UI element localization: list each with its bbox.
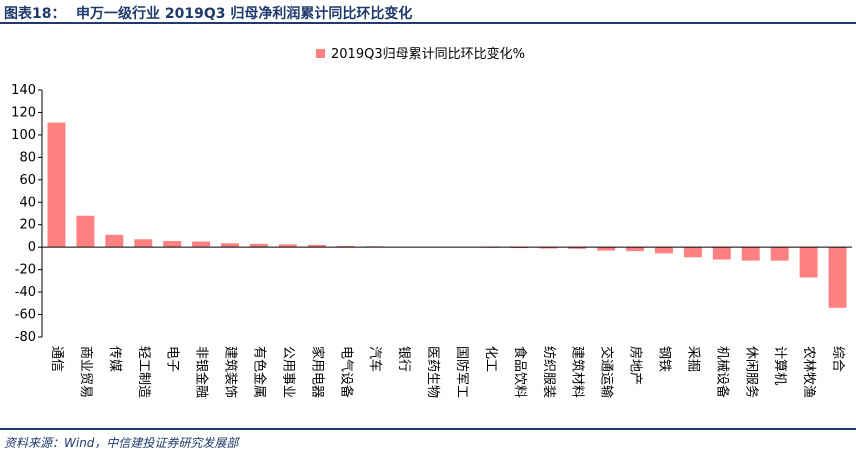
bar-2 — [76, 215, 95, 248]
x-tick-label: 轻工制造 — [136, 346, 151, 398]
bar-28 — [828, 247, 847, 308]
x-tick-label: 建筑材料 — [570, 346, 586, 398]
bar-18 — [539, 247, 558, 249]
y-tick-label: -20 — [15, 263, 36, 278]
bar-9 — [278, 244, 297, 248]
y-tick-label: 60 — [19, 173, 36, 188]
bars — [42, 122, 852, 308]
bar-25 — [741, 247, 760, 261]
y-tick-label: 120 — [11, 105, 36, 120]
y-tick-label: 0 — [28, 240, 36, 255]
legend: 2019Q3归母累计同比环比变化% — [316, 46, 525, 62]
y-tick-label: 80 — [19, 150, 36, 165]
x-tick-label: 化工 — [483, 346, 498, 372]
x-tick-label: 国防军工 — [454, 346, 470, 398]
y-tick-label: -60 — [15, 308, 36, 323]
figure-footer-rule — [0, 428, 856, 430]
x-tick-label: 电子 — [165, 346, 180, 372]
x-tick-label: 农林牧渔 — [801, 346, 816, 398]
bar-6 — [192, 241, 211, 248]
bar-26 — [770, 247, 789, 261]
bar-5 — [163, 241, 182, 248]
x-tick-label: 食品饮料 — [512, 346, 528, 398]
y-tick-label: 140 — [11, 83, 36, 98]
x-tick-label: 计算机 — [772, 346, 787, 385]
figure-label: 图表18： — [4, 6, 66, 22]
x-tick-label: 有色金属 — [251, 346, 267, 398]
bar-4 — [134, 239, 153, 248]
bar-23 — [683, 247, 702, 258]
bar-21 — [626, 247, 645, 252]
bar-11 — [336, 246, 355, 248]
y-axis: -80 -60 -40 -20 0 20 40 60 80 100 120 140 — [11, 83, 43, 345]
legend-swatch — [316, 49, 325, 58]
y-tick-label: 20 — [19, 218, 36, 233]
x-tick-label: 电气设备 — [338, 346, 354, 398]
x-tick-label: 建筑装饰 — [223, 346, 239, 398]
bar-24 — [712, 247, 731, 260]
x-tick-label: 采掘 — [685, 346, 700, 372]
y-tick-label: -40 — [15, 285, 36, 300]
x-tick-label: 综合 — [830, 346, 845, 372]
x-tick-label: 医药生物 — [425, 346, 440, 398]
x-tick-label: 纺织服装 — [541, 346, 556, 398]
bar-10 — [307, 244, 326, 248]
y-tick-label: 40 — [19, 195, 36, 210]
bar-3 — [105, 234, 124, 248]
y-tick-label: -80 — [15, 330, 36, 345]
figure-source: 资料来源：Wind，中信建投证券研究发展部 — [4, 436, 239, 450]
figure-title: 申万一级行业 2019Q3 归母净利润累计同比环比变化 — [76, 6, 413, 22]
bar-7 — [221, 243, 240, 248]
x-axis-labels: 通信 商业贸易 传媒 轻工制造 电子 非银金融 建筑装饰 有色金属 公用事业 家用电器 电气设备 汽车… — [49, 346, 845, 398]
figure-header: 图表18： 申万一级行业 2019Q3 归母净利润累计同比环比变化 — [0, 0, 856, 24]
x-tick-label: 传媒 — [107, 346, 122, 372]
x-tick-label: 钢铁 — [656, 346, 671, 372]
y-tick-label: 100 — [11, 128, 36, 143]
x-tick-label: 通信 — [49, 346, 64, 372]
legend-label: 2019Q3归母累计同比环比变化% — [331, 46, 525, 62]
bar-22 — [654, 247, 673, 254]
x-tick-label: 交通运输 — [599, 346, 615, 398]
x-tick-label: 非银金融 — [194, 346, 210, 398]
x-tick-label: 汽车 — [367, 346, 383, 372]
x-tick-label: 家用电器 — [309, 346, 325, 398]
bar-chart: 2019Q3归母累计同比环比变化% -80 -60 -40 -20 0 20 40 60 80 1… — [11, 46, 852, 398]
x-tick-label: 休闲服务 — [743, 346, 759, 398]
bar-20 — [597, 247, 616, 251]
x-tick-label: 银行 — [396, 346, 411, 372]
x-tick-label: 机械设备 — [714, 346, 730, 398]
x-tick-label: 房地产 — [628, 346, 644, 385]
bar-8 — [249, 243, 268, 248]
bar-1 — [47, 122, 66, 248]
x-tick-label: 公用事业 — [280, 346, 295, 398]
x-tick-label: 商业贸易 — [78, 346, 93, 398]
bar-27 — [799, 247, 818, 278]
bar-19 — [568, 247, 587, 249]
